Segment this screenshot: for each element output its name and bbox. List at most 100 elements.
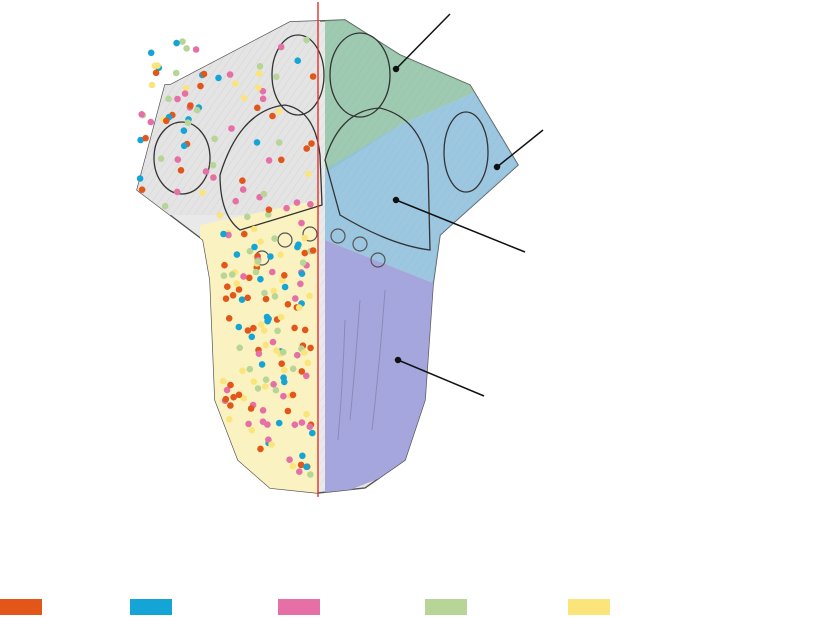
- taste-dot: [224, 283, 231, 291]
- taste-dot: [258, 361, 266, 368]
- taste-dot: [173, 188, 181, 196]
- taste-dot: [268, 441, 275, 448]
- taste-dot: [210, 174, 217, 181]
- taste-dot: [271, 293, 279, 300]
- taste-dot: [296, 468, 303, 476]
- taste-dot: [254, 84, 262, 92]
- taste-dot: [238, 296, 246, 304]
- taste-dot: [239, 186, 247, 193]
- taste-dot: [165, 95, 172, 103]
- taste-dot: [261, 289, 268, 297]
- taste-dot: [273, 73, 280, 81]
- taste-dot: [265, 211, 272, 218]
- taste-dot: [147, 118, 155, 126]
- taste-dot: [244, 327, 252, 334]
- taste-dot: [279, 348, 287, 356]
- taste-dot: [265, 206, 273, 213]
- taste-dot: [256, 63, 264, 70]
- taste-dot: [261, 383, 269, 390]
- taste-dot: [281, 283, 289, 291]
- taste-dot: [138, 186, 146, 193]
- taste-dot: [303, 410, 310, 418]
- taste-dot: [137, 136, 144, 144]
- taste-dot: [255, 350, 263, 358]
- taste-dot: [275, 107, 283, 115]
- taste-dot: [301, 249, 309, 257]
- taste-dot: [299, 259, 307, 267]
- left-tonsil: [153, 121, 211, 195]
- taste-dot: [303, 145, 311, 152]
- leader-lines: [392, 13, 544, 397]
- taste-dot: [307, 201, 314, 208]
- taste-dot: [267, 253, 274, 260]
- taste-dot: [246, 365, 254, 373]
- taste-dot: [240, 273, 247, 280]
- right-tonsil: [443, 111, 489, 193]
- taste-dot: [295, 241, 302, 248]
- taste-dot: [294, 57, 302, 64]
- taste-dot: [307, 344, 314, 352]
- taste-dot: [246, 274, 253, 282]
- taste-dot: [303, 463, 310, 471]
- taste-dot: [239, 367, 246, 375]
- taste-dot: [187, 102, 194, 109]
- taste-dot: [309, 73, 317, 80]
- taste-dot: [174, 95, 181, 103]
- taste-dot: [264, 421, 271, 428]
- taste-dot: [297, 461, 305, 469]
- taste-dot: [197, 82, 204, 90]
- taste-dot: [303, 372, 310, 380]
- taste-dot: [277, 251, 284, 258]
- taste-dot: [227, 381, 234, 389]
- taste-dot: [227, 402, 234, 409]
- taste-dot: [304, 359, 312, 367]
- taste-dot: [298, 219, 305, 227]
- taste-dot: [245, 420, 252, 428]
- taste-dot: [262, 376, 270, 384]
- taste-dot: [240, 94, 248, 102]
- taste-dot: [244, 294, 251, 302]
- taste-dot: [289, 462, 297, 470]
- leader-dot: [392, 196, 400, 204]
- taste-dot: [259, 87, 267, 95]
- taste-dot: [228, 271, 236, 278]
- taste-dot: [259, 407, 267, 414]
- taste-dot: [269, 112, 276, 120]
- taste-dot: [297, 280, 304, 288]
- papilla: [277, 232, 293, 248]
- taste-dot: [226, 71, 234, 78]
- taste-dot: [293, 199, 301, 206]
- furrow: [349, 299, 361, 421]
- taste-dot: [138, 111, 145, 118]
- taste-dot: [233, 280, 241, 287]
- taste-dot: [172, 69, 180, 77]
- taste-dot: [295, 304, 303, 311]
- taste-dot: [220, 272, 228, 280]
- taste-dot: [257, 445, 264, 453]
- taste-dot: [246, 247, 254, 255]
- furrow: [371, 289, 386, 431]
- taste-dot: [299, 452, 306, 460]
- taste-dot: [228, 125, 235, 132]
- taste-dot: [275, 139, 283, 146]
- taste-dot: [211, 135, 218, 143]
- left-lingual-tonsil: [219, 104, 323, 231]
- taste-dot: [199, 189, 206, 196]
- taste-dot: [280, 366, 288, 374]
- taste-dot: [232, 80, 239, 87]
- taste-dot: [294, 351, 301, 359]
- taste-dot: [184, 119, 192, 126]
- taste-dot: [300, 349, 308, 357]
- taste-dot: [274, 327, 281, 335]
- taste-dot: [283, 204, 290, 212]
- taste-dot: [255, 70, 263, 77]
- taste-dot: [277, 43, 285, 51]
- taste-dot: [252, 268, 260, 276]
- taste-dot: [307, 471, 314, 478]
- papilla: [370, 252, 386, 268]
- furrows: [337, 289, 386, 441]
- taste-dot: [209, 161, 217, 169]
- legend-swatch: [0, 599, 42, 615]
- taste-dot: [161, 202, 169, 210]
- taste-dot: [183, 45, 190, 52]
